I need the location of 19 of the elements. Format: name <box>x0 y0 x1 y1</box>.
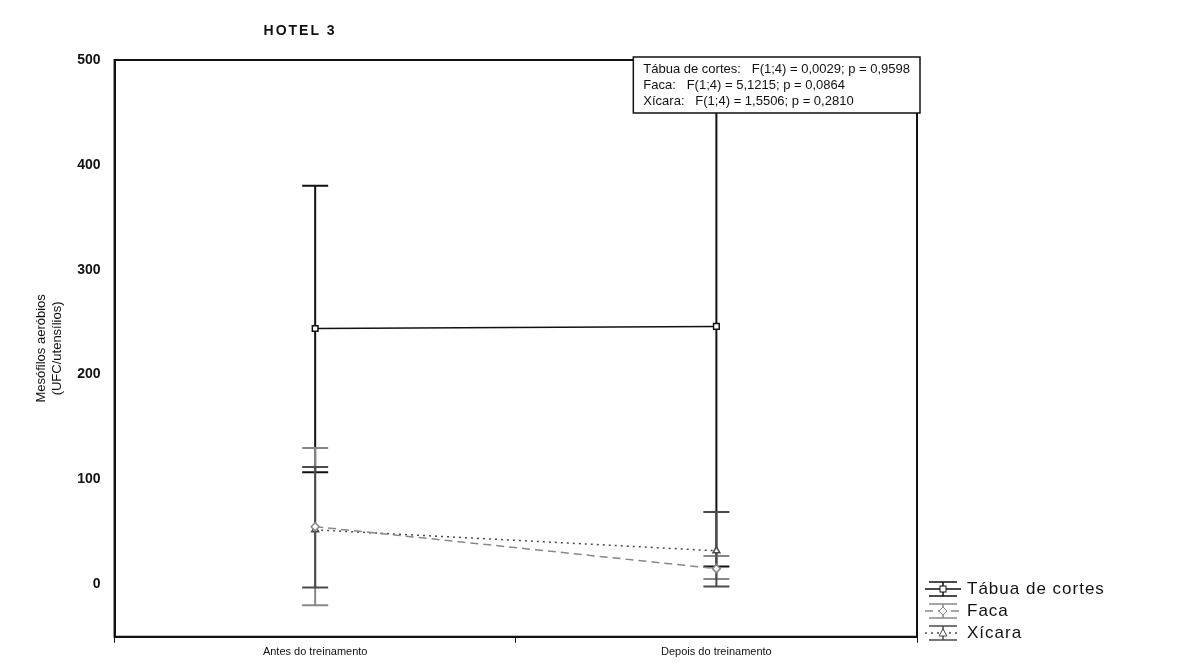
y-tick-label: 200 <box>77 365 101 382</box>
y-tick-label: 0 <box>92 575 101 592</box>
legend-label: Xícara <box>967 623 1023 643</box>
x-tick-label: Depois do treinamento <box>661 645 772 658</box>
point <box>711 563 722 574</box>
point <box>712 322 720 330</box>
y-axis-title: Mesófilos aeróbios (UFC/utensílios) <box>33 293 64 403</box>
chart-title: HOTEL 3 <box>262 22 338 38</box>
y-tick-label: 300 <box>77 260 101 277</box>
x-tick-label: Antes do treinamento <box>262 645 368 658</box>
annotation: Xícara: F(1;4) = 1,5506; p = 0,2810 <box>643 92 854 108</box>
legend-label: Faca <box>967 601 1009 621</box>
annotation: Faca: F(1;4) = 5,1215; p = 0,0864 <box>643 76 845 92</box>
y-tick-label: 400 <box>77 155 101 172</box>
legend-label: Tábua de cortes <box>967 579 1105 599</box>
annotation: Tábua de cortes: F(1;4) = 0,0029; p = 0,9598 <box>643 60 910 76</box>
point <box>311 324 319 333</box>
y-tick-label: 500 <box>77 50 101 67</box>
y-tick-label: 100 <box>77 470 101 487</box>
